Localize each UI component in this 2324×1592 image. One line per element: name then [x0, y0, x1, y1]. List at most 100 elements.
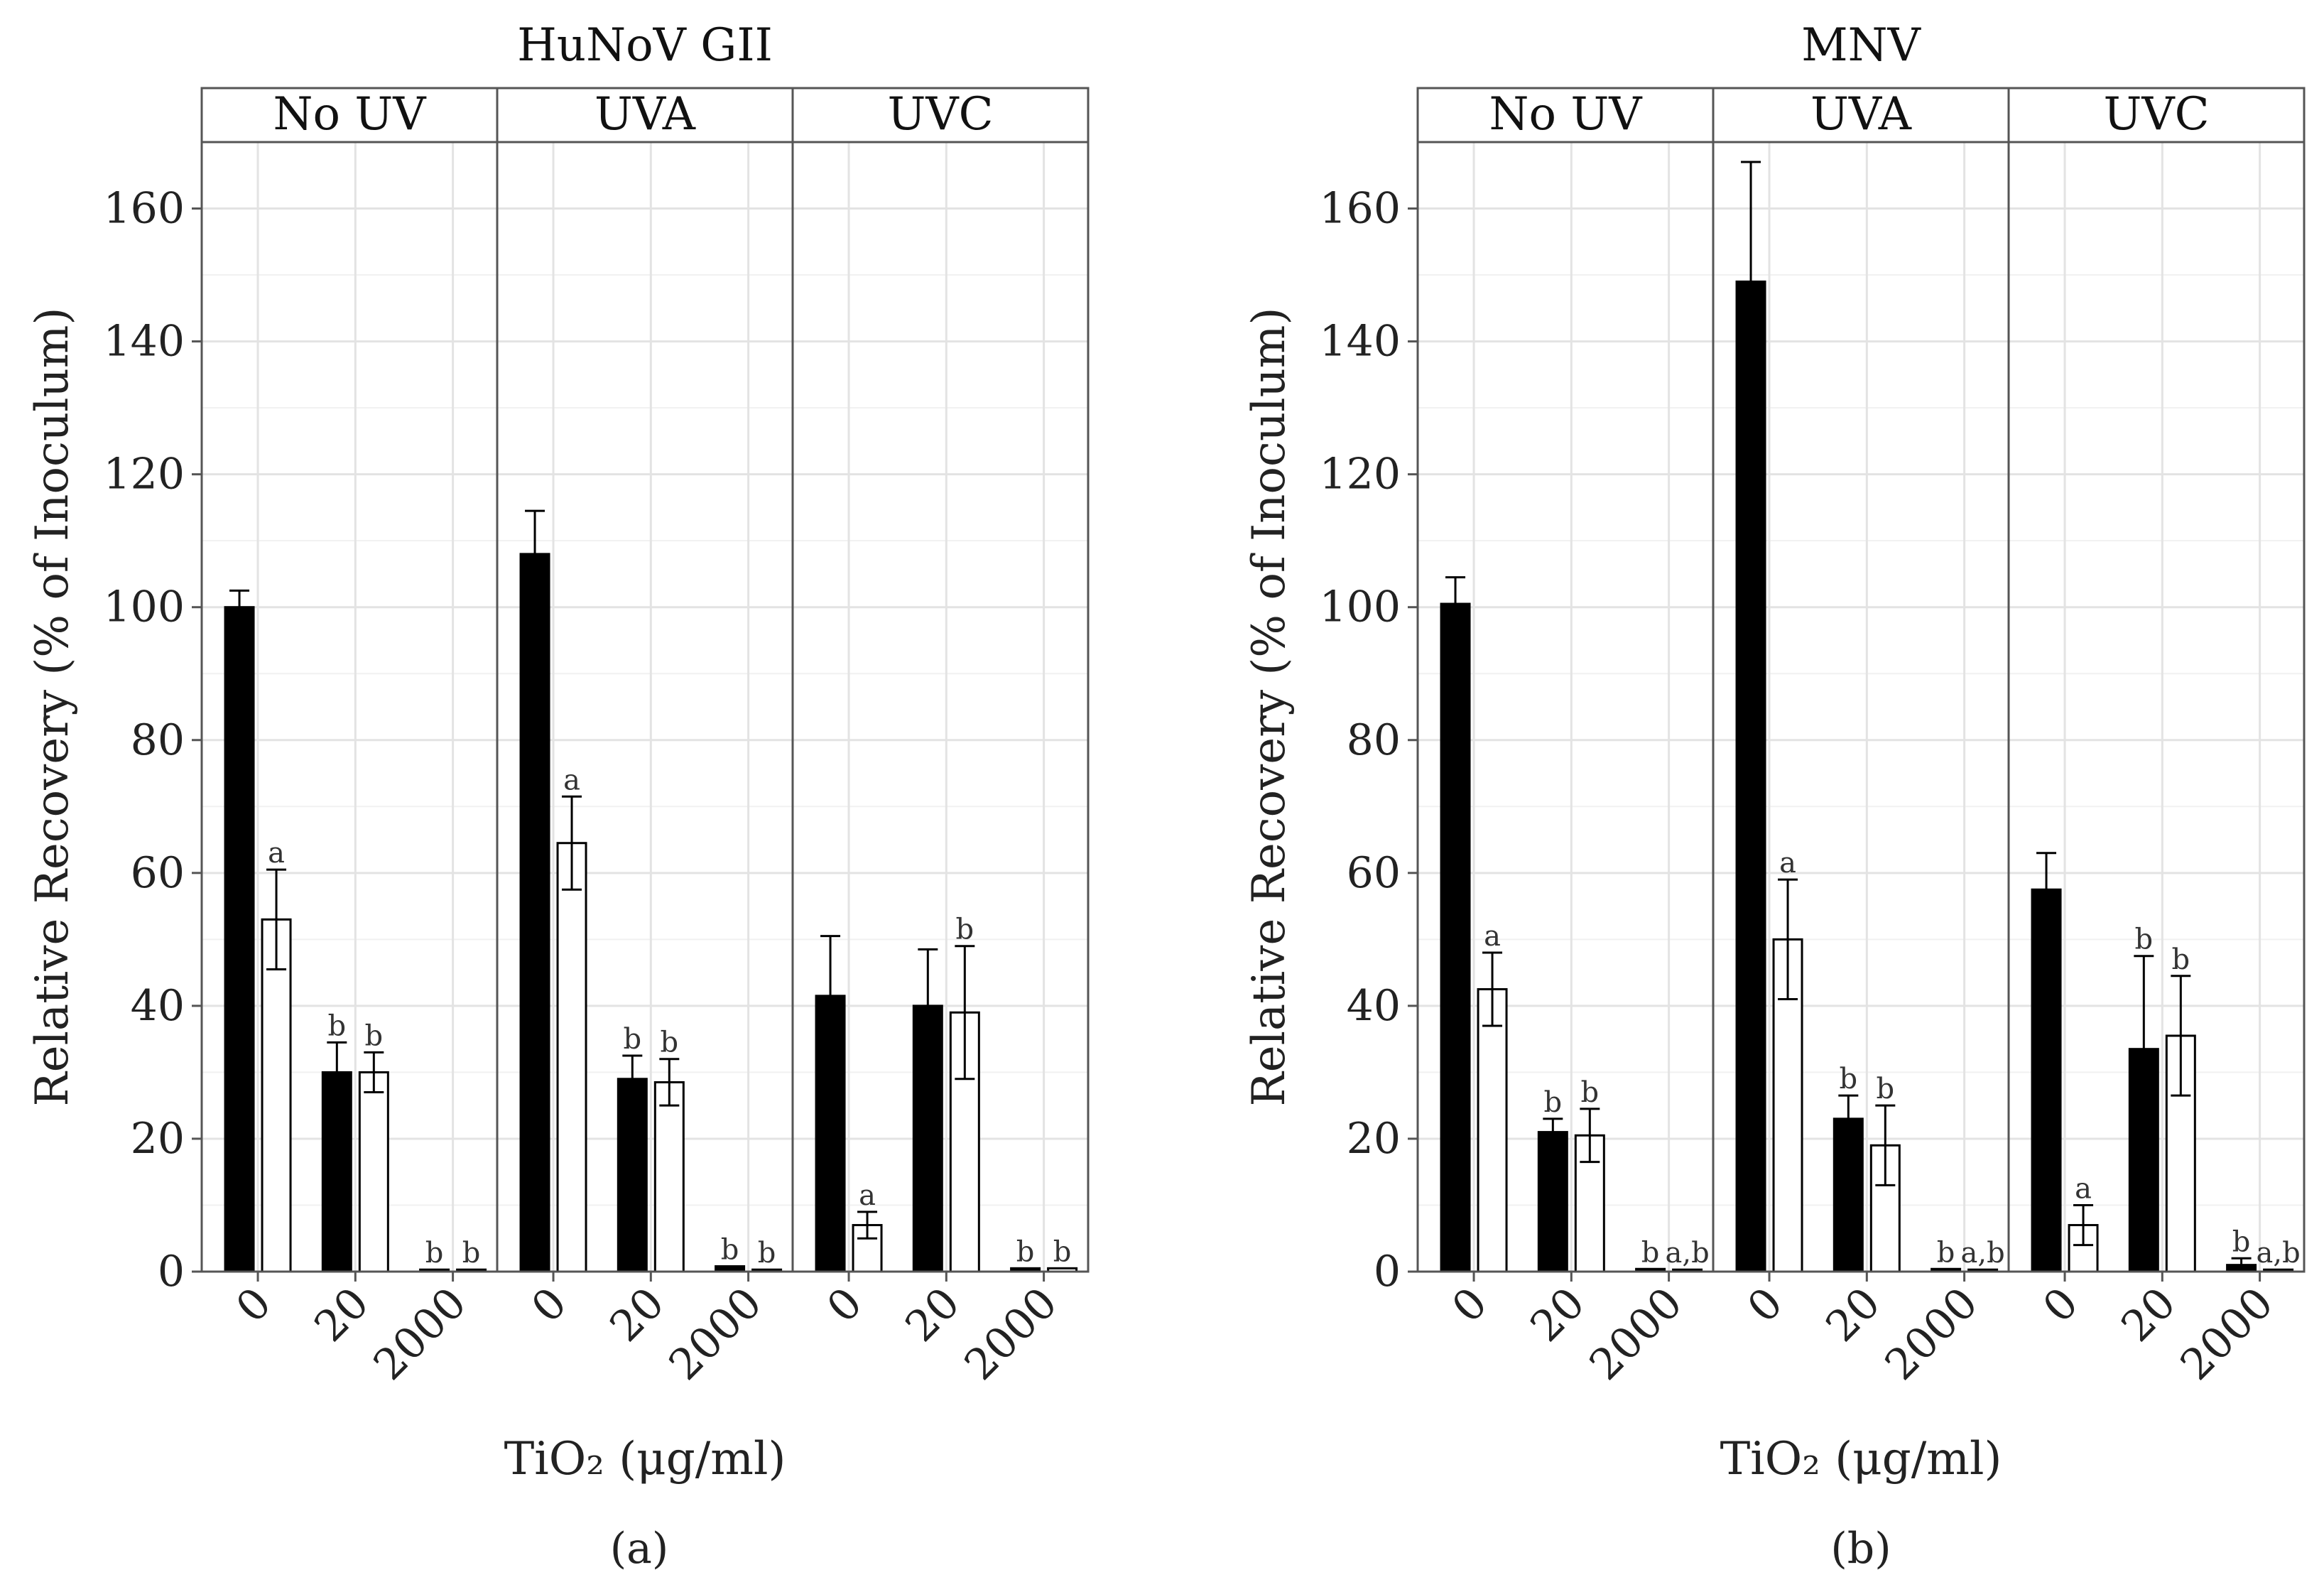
facet-strip — [1712, 87, 2010, 144]
significance-label: b — [721, 1234, 739, 1267]
bar — [617, 1078, 648, 1273]
y-tick-label: 80 — [1347, 715, 1401, 765]
y-tick-label: 40 — [131, 981, 185, 1031]
y-axis-title: Relative Recovery (% of Inoculum) — [26, 308, 79, 1107]
significance-label: a — [268, 837, 285, 870]
y-tick-label: 160 — [103, 184, 185, 234]
significance-label: b — [2232, 1225, 2251, 1258]
facet-strip-label: UVC — [2103, 88, 2209, 141]
y-tick-label: 40 — [1347, 981, 1401, 1031]
y-tick-label: 20 — [131, 1114, 185, 1164]
y-tick-label: 160 — [1319, 184, 1401, 234]
chart-mnv: MNV Relative Recovery (% of Inoculum) TiO₂… — [1243, 19, 2306, 1485]
significance-label: b — [1840, 1063, 1858, 1095]
x-tick-label: 0 — [522, 1278, 577, 1333]
x-tick-label: 0 — [1738, 1278, 1793, 1333]
significance-label: b — [328, 1009, 347, 1042]
significance-label: b — [1016, 1235, 1035, 1268]
significance-label: b — [624, 1023, 642, 1056]
x-axis-title: TiO₂ (μg/ml) — [504, 1433, 786, 1485]
x-tick-label: 0 — [1443, 1278, 1497, 1333]
significance-label: a — [859, 1179, 876, 1212]
x-tick-label: 20 — [1521, 1278, 1594, 1351]
facet-strip-label: UVC — [887, 88, 993, 141]
significance-label: b — [462, 1237, 481, 1269]
significance-label: a — [563, 764, 580, 796]
significance-label: b — [758, 1237, 776, 1269]
x-tick-label: 2000 — [1580, 1278, 1692, 1390]
significance-label: a,b — [1961, 1237, 2005, 1269]
y-tick-label: 60 — [1347, 848, 1401, 898]
y-tick-label: 20 — [1347, 1114, 1401, 1164]
significance-label: b — [2172, 943, 2190, 976]
significance-label: a — [1484, 920, 1501, 953]
x-tick-label: 20 — [600, 1278, 673, 1351]
y-tick-label: 0 — [158, 1247, 185, 1296]
significance-label: b — [365, 1019, 384, 1052]
chart-hunov-gii: HuNoV GII Relative Recovery (% of Inoculu… — [26, 19, 1090, 1485]
significance-label: b — [1581, 1076, 1600, 1109]
significance-label: b — [2135, 924, 2154, 956]
bar — [1477, 988, 1508, 1273]
bar — [1440, 602, 1471, 1273]
facet-strip-label: UVA — [594, 88, 696, 141]
facet-strip-label: UVA — [1810, 88, 1912, 141]
chart-title: HuNoV GII — [517, 19, 773, 72]
bar — [1735, 280, 1766, 1273]
x-tick-label: 20 — [1816, 1278, 1889, 1351]
significance-label: b — [1937, 1236, 1955, 1269]
chart-title: MNV — [1801, 19, 1922, 72]
bar — [321, 1071, 352, 1273]
significance-label: b — [1053, 1235, 1072, 1268]
y-tick-label: 80 — [131, 715, 185, 765]
facet-border — [2007, 141, 2306, 1273]
significance-label: a — [1779, 847, 1796, 879]
bar — [224, 606, 255, 1273]
bar — [2031, 888, 2062, 1273]
y-tick-label: 100 — [103, 583, 185, 632]
bar — [653, 1081, 685, 1273]
y-tick-label: 100 — [1319, 583, 1401, 632]
significance-label: b — [1544, 1086, 1563, 1119]
x-tick-label: 0 — [2034, 1278, 2088, 1333]
y-tick-label: 140 — [1319, 317, 1401, 367]
bar — [261, 918, 292, 1273]
significance-label: b — [956, 914, 974, 946]
y-tick-label: 0 — [1374, 1247, 1401, 1296]
significance-label: b — [1641, 1236, 1660, 1269]
y-axis-title: Relative Recovery (% of Inoculum) — [1243, 308, 1296, 1107]
x-tick-label: 20 — [2112, 1278, 2185, 1351]
x-tick-label: 20 — [896, 1278, 969, 1351]
facet-strip — [1416, 87, 1715, 144]
facet-border — [791, 141, 1090, 1273]
x-tick-label: 2000 — [1876, 1278, 1987, 1390]
facet-strip-label: No UV — [1489, 88, 1643, 141]
significance-label: a,b — [1666, 1237, 1710, 1269]
facet-strip-label: No UV — [273, 88, 427, 141]
bar — [1537, 1131, 1568, 1273]
panel-caption-a: (a) — [610, 1524, 669, 1574]
bar — [358, 1071, 389, 1273]
significance-label: b — [1877, 1073, 1895, 1105]
x-tick-label: 2000 — [364, 1278, 476, 1390]
bar — [519, 553, 550, 1273]
x-axis-title: TiO₂ (μg/ml) — [1720, 1433, 2002, 1485]
x-tick-label: 0 — [818, 1278, 872, 1333]
x-tick-label: 2000 — [660, 1278, 771, 1390]
y-tick-label: 140 — [103, 317, 185, 367]
significance-label: b — [661, 1027, 679, 1059]
y-tick-label: 120 — [1319, 450, 1401, 499]
facet-strip — [2007, 87, 2306, 144]
y-tick-label: 120 — [103, 450, 185, 499]
significance-label: a,b — [2257, 1237, 2301, 1269]
bar — [556, 842, 587, 1273]
significance-label: a — [2075, 1172, 2092, 1205]
